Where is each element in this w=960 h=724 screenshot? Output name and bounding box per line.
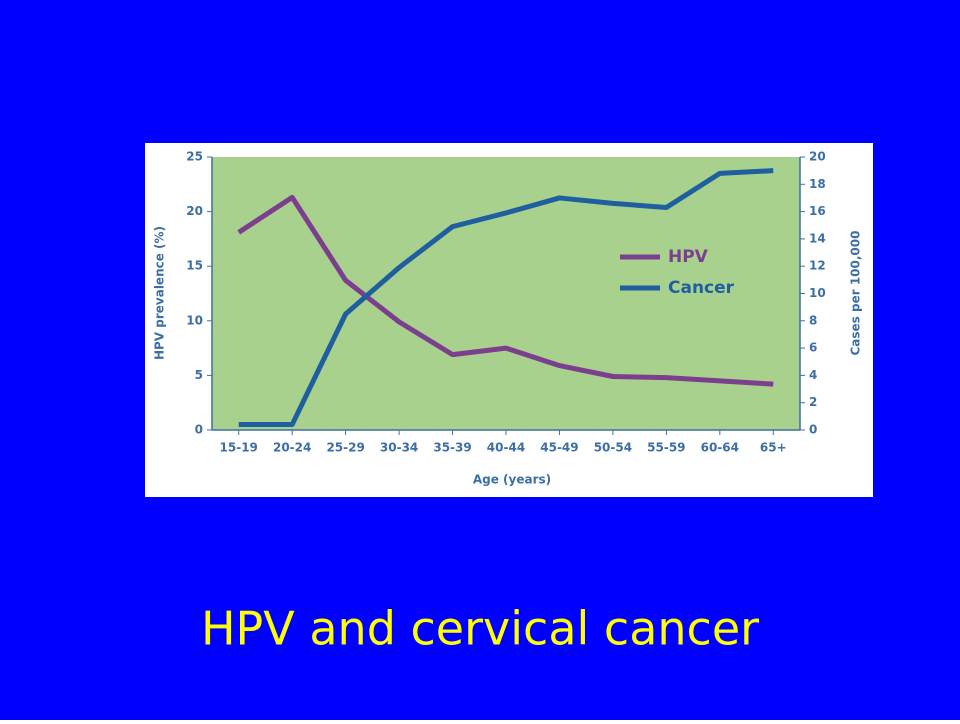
x-tick-label: 50-54: [594, 441, 632, 455]
y-tick-label: 10: [186, 313, 203, 327]
y-tick-label: 15: [186, 259, 203, 273]
x-tick-label: 55-59: [647, 441, 685, 455]
x-tick-label: 60-64: [701, 441, 739, 455]
x-tick-label: 45-49: [540, 441, 578, 455]
y2-tick-label: 20: [809, 150, 826, 164]
y2-tick-label: 14: [809, 231, 826, 245]
legend-label: Cancer: [668, 278, 735, 298]
y-tick-label: 20: [186, 204, 203, 218]
y2-tick-label: 0: [809, 423, 817, 437]
y2-axis-label: Cases per 100,000: [849, 231, 863, 356]
y-tick-label: 0: [195, 423, 203, 437]
y2-tick-label: 10: [809, 286, 826, 300]
y2-tick-label: 2: [809, 395, 817, 409]
y2-tick-label: 6: [809, 341, 817, 355]
y2-tick-label: 12: [809, 259, 826, 273]
x-tick-label: 30-34: [380, 441, 418, 455]
y-tick-label: 5: [195, 368, 203, 382]
x-tick-label: 35-39: [433, 441, 471, 455]
legend-label: HPV: [668, 247, 709, 267]
series-line: [237, 194, 774, 387]
y-tick-label: 25: [186, 150, 203, 164]
y2-tick-label: 8: [809, 313, 817, 327]
x-axis-label: Age (years): [473, 473, 551, 487]
x-tick-label: 15-19: [220, 441, 258, 455]
y2-tick-label: 18: [809, 177, 826, 191]
x-tick-label: 40-44: [487, 441, 525, 455]
x-tick-label: 25-29: [326, 441, 364, 455]
slide-title: HPV and cervical cancer: [201, 602, 759, 656]
y2-tick-label: 4: [809, 368, 817, 382]
series-line: [238, 168, 774, 428]
x-tick-label: 65+: [760, 441, 787, 455]
y-axis-label: HPV prevalence (%): [153, 226, 167, 360]
y2-tick-label: 16: [809, 204, 826, 218]
x-tick-label: 20-24: [273, 441, 311, 455]
